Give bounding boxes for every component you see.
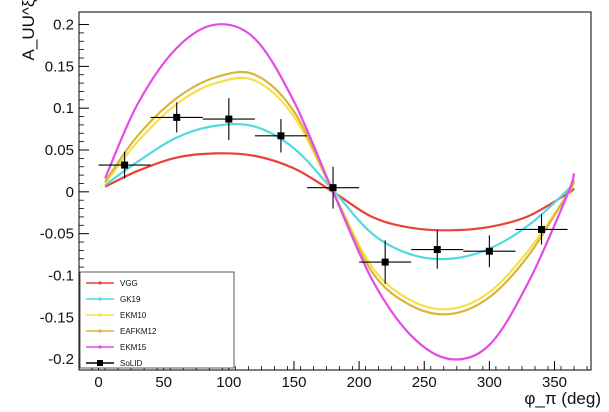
x-tick-label: 350 [542,374,567,391]
data-point-group [463,235,516,268]
data-point [121,161,129,169]
data-point [173,113,181,121]
y-tick-label: -0.2 [48,351,74,368]
data-point-group [254,119,307,153]
x-tick-label: 150 [281,374,306,391]
series-line-gk19 [104,122,576,261]
data-point-group [306,166,360,209]
y-tick-label: -0.1 [48,267,74,284]
data-point-group [98,151,151,179]
legend-box [79,271,235,369]
legend-label-ekm10: EKM10 [120,311,147,320]
y-tick-label: -0.15 [40,309,74,326]
series-line-ekm15 [104,23,576,361]
points-layer [98,98,568,284]
x-tick-label: 250 [412,374,437,391]
data-point [485,247,493,255]
y-tick-label: 0.05 [45,142,74,159]
data-point-group [202,98,255,140]
data-point-group [359,240,412,284]
legend-label-solid: SoLID [120,359,142,368]
data-point [381,258,389,266]
data-point [277,132,285,140]
y-tick-label: 0.15 [45,58,74,75]
x-tick-label: 300 [477,374,502,391]
curves-layer [104,23,576,361]
ticks-layer: 0 50 100 150 200 250 300 350 0.2 0.15 0.1 0.05 0 -0.0… [40,17,588,391]
legend-marker-ekm10 [98,313,102,317]
y-tick-label: 0.1 [53,100,74,117]
legend-marker-eafkm12 [98,329,102,333]
data-point-group [515,214,568,245]
data-point [433,246,441,254]
y-tick-label: 0.2 [53,17,74,34]
legend: VGG GK19 EKM10 EAFKM12 EKM15 SoLID [79,271,235,369]
data-point [225,115,233,123]
legend-marker-ekm15 [98,345,102,349]
legend-label-gk19: GK19 [120,295,141,304]
legend-marker-solid [97,360,103,366]
legend-label-eafkm12: EAFKM12 [120,327,157,336]
y-tick-label: 0 [66,184,74,201]
data-point [329,184,337,192]
y-tick-label: -0.05 [40,226,74,243]
x-tick-label: 0 [94,374,102,391]
legend-marker-vgg [98,281,102,285]
series-line-vgg [104,152,575,232]
x-axis-title: φ_π (deg) [524,389,601,408]
data-point-group [411,230,464,269]
data-point-group [150,102,203,133]
y-axis-title: A_UU^ξ [19,0,38,60]
legend-marker-gk19 [98,297,102,301]
legend-label-ekm15: EKM15 [120,343,147,352]
legend-label-vgg: VGG [120,279,138,288]
x-tick-label: 100 [216,374,241,391]
data-point [537,225,545,233]
x-tick-label: 50 [155,374,172,391]
x-tick-label: 200 [347,374,372,391]
